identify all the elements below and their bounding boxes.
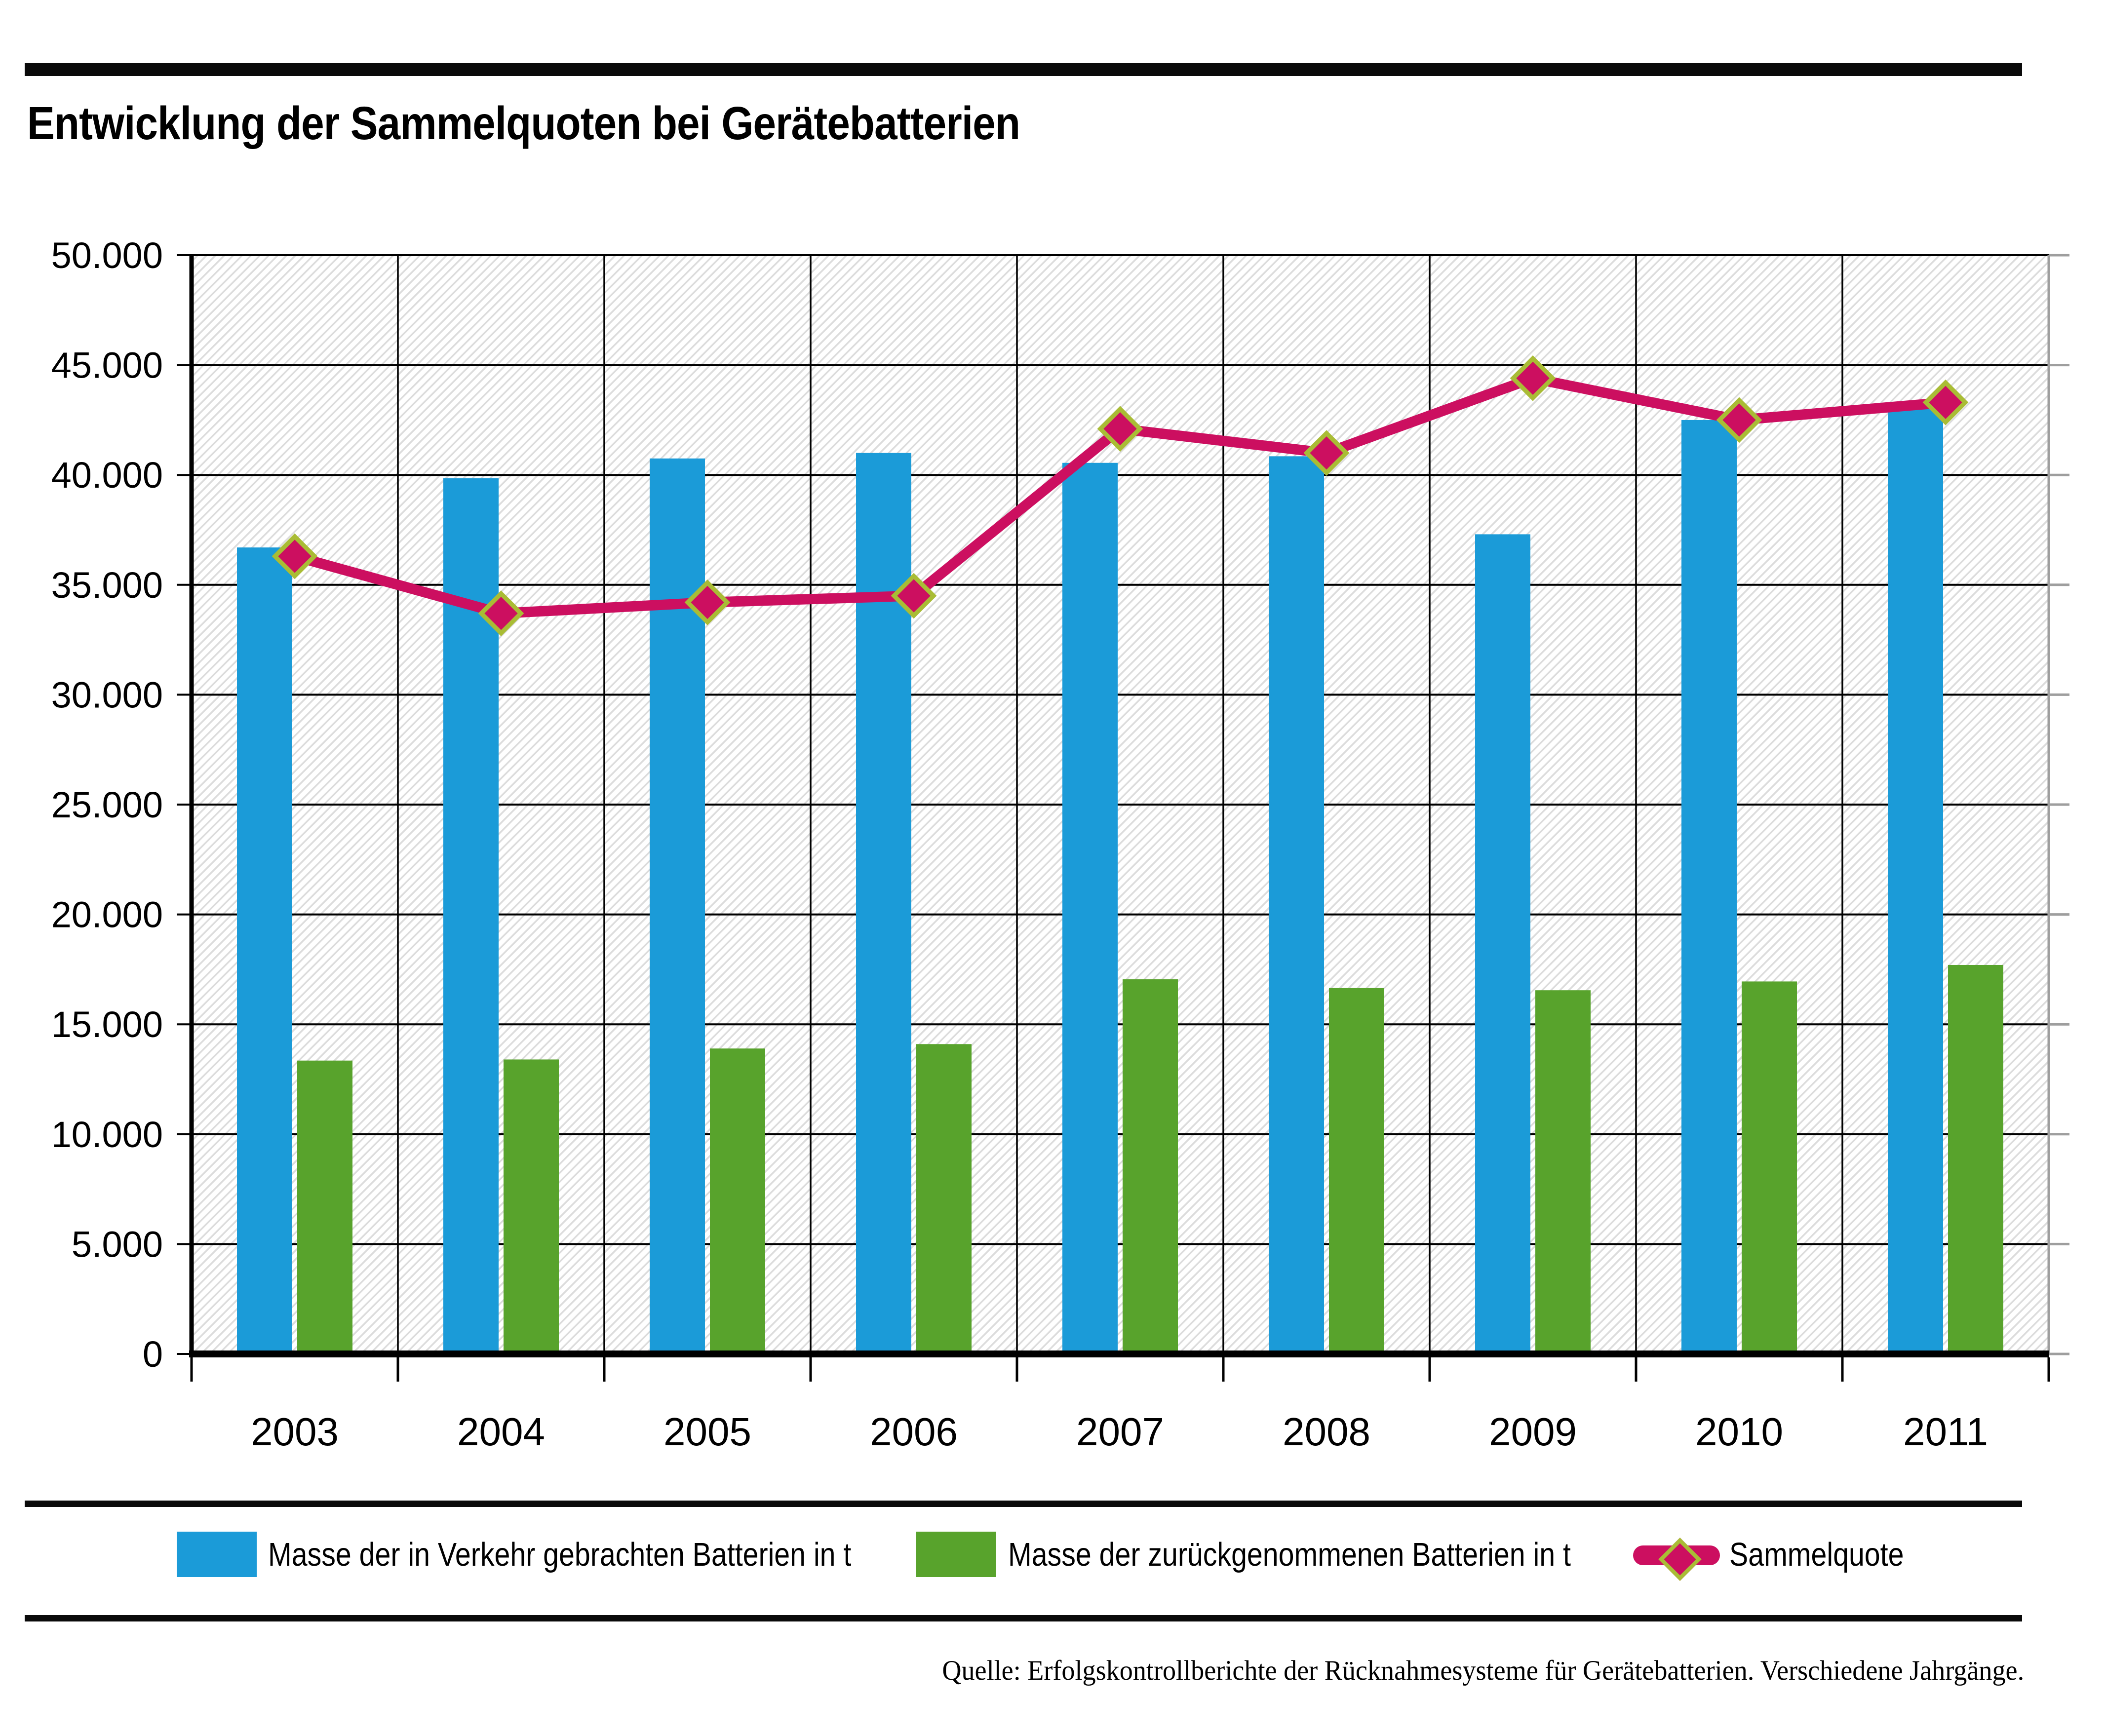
- y-tick-label-50.000: 50.000: [51, 235, 163, 276]
- x-tick-label-2010: 2010: [1695, 1410, 1783, 1454]
- x-tick-label-2003: 2003: [251, 1410, 339, 1454]
- chart-title: Entwicklung der Sammelquoten bei Geräteb…: [27, 97, 1020, 150]
- quote-marker-2003: [272, 533, 318, 579]
- legend-bottom-rule: [25, 1615, 2022, 1621]
- x-tick-label-2008: 2008: [1283, 1410, 1370, 1454]
- y-tick-label-45.000: 45.000: [51, 345, 163, 386]
- quote-marker-2010: [1716, 397, 1762, 443]
- axis-labels: 0 5.000 10.000 15.000 20.000 25.000 30.000 35.0…: [51, 235, 1988, 1454]
- bar-green-2010: [1742, 981, 1797, 1354]
- y-tick-label-30.000: 30.000: [51, 674, 163, 715]
- quote-marker-2007: [1097, 406, 1143, 452]
- y-tick-label-10.000: 10.000: [51, 1114, 163, 1155]
- y-tick-label-15.000: 15.000: [51, 1004, 163, 1045]
- bar-green-2007: [1123, 979, 1178, 1354]
- gridlines: [192, 254, 2049, 1354]
- x-tick-label-2004: 2004: [457, 1410, 545, 1454]
- y-tick-label-0: 0: [143, 1334, 163, 1375]
- quote-line-series: [272, 355, 1969, 637]
- quote-marker-2005: [684, 579, 731, 625]
- bar-green-2008: [1329, 988, 1384, 1354]
- bar-blue-2007: [1062, 463, 1118, 1354]
- bar-green-2004: [504, 1059, 559, 1354]
- bar-green-2009: [1535, 990, 1591, 1354]
- y-tick-label-35.000: 35.000: [51, 565, 163, 606]
- bar-green-2005: [710, 1048, 765, 1354]
- bar-green-2006: [916, 1044, 972, 1354]
- legend-label-green: Masse der zurückgenommenen Batterien in …: [1008, 1536, 1571, 1573]
- top-rule: [25, 63, 2022, 76]
- bar-series: [237, 405, 2003, 1354]
- legend-label-blue: Masse der in Verkehr gebrachten Batterie…: [268, 1536, 852, 1573]
- legend-swatch-green: [916, 1532, 996, 1577]
- x-tick-label-2009: 2009: [1489, 1410, 1577, 1454]
- axes: [177, 254, 2069, 1382]
- quote-marker-2011: [1922, 379, 1969, 425]
- y-tick-label-20.000: 20.000: [51, 894, 163, 935]
- quote-marker-2008: [1303, 430, 1350, 476]
- bar-green-2011: [1948, 964, 2003, 1354]
- bar-blue-2003: [237, 547, 292, 1354]
- legend-swatch-blue: [177, 1532, 257, 1577]
- bar-green-2003: [297, 1060, 352, 1354]
- quote-marker-2006: [891, 573, 937, 619]
- quote-marker-2004: [478, 590, 524, 637]
- x-tick-label-2007: 2007: [1076, 1410, 1164, 1454]
- bar-blue-2010: [1681, 420, 1737, 1354]
- y-tick-label-40.000: 40.000: [51, 455, 163, 496]
- legend-top-rule: [25, 1501, 2022, 1507]
- x-tick-label-2005: 2005: [663, 1410, 751, 1454]
- bar-blue-2009: [1475, 534, 1530, 1354]
- y-tick-label-25.000: 25.000: [51, 784, 163, 825]
- legend-label-quote: Sammelquote: [1729, 1536, 1904, 1573]
- x-tick-label-2011: 2011: [1903, 1410, 1988, 1454]
- quote-marker-2009: [1510, 355, 1556, 401]
- x-tick-label-2006: 2006: [870, 1410, 958, 1454]
- bar-blue-2008: [1269, 456, 1324, 1354]
- bar-blue-2011: [1888, 405, 1943, 1354]
- y-tick-label-5.000: 5.000: [72, 1224, 163, 1265]
- source-caption: Quelle: Erfolgskontrollberichte der Rück…: [942, 1655, 2024, 1686]
